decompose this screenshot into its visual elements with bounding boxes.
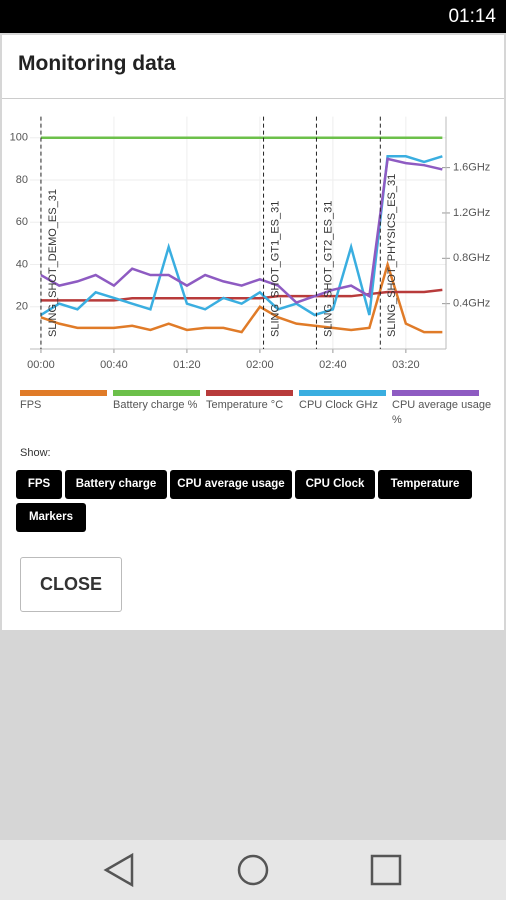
toggle-button[interactable]: Temperature bbox=[378, 470, 472, 499]
status-bar: 01:14 bbox=[0, 0, 506, 33]
toggle-button[interactable]: FPS bbox=[16, 470, 62, 499]
show-label: Show: bbox=[20, 447, 51, 459]
clock: 01:14 bbox=[448, 6, 496, 27]
marker-label: SLING_SHOT_PHYSICS_ES_31 bbox=[386, 174, 398, 337]
legend-label: Temperature °C bbox=[206, 399, 283, 411]
legend-swatch bbox=[113, 390, 200, 396]
home-icon[interactable] bbox=[237, 854, 269, 886]
legend-label: Battery charge % bbox=[113, 399, 198, 411]
legend-label: FPS bbox=[20, 399, 41, 411]
series-line bbox=[40, 157, 443, 304]
x-tick-label: 00:00 bbox=[27, 359, 55, 371]
y-tick-label: 80 bbox=[16, 174, 28, 186]
nav-icons bbox=[103, 852, 402, 888]
toggle-button[interactable]: CPU Clock bbox=[295, 470, 375, 499]
legend-swatch bbox=[206, 390, 293, 396]
legend-label: CPU Clock GHz bbox=[299, 399, 378, 411]
dialog-title: Monitoring data bbox=[18, 52, 176, 75]
marker-label: SLING_SHOT_GT1_ES_31 bbox=[269, 201, 281, 337]
close-button[interactable]: CLOSE bbox=[20, 557, 122, 612]
legend-swatch bbox=[392, 390, 479, 396]
legend-label-line: CPU average usage bbox=[392, 399, 491, 411]
x-tick-label: 02:40 bbox=[319, 359, 347, 371]
dialog bbox=[2, 35, 504, 630]
toggle-button[interactable]: CPU average usage bbox=[170, 470, 292, 499]
x-tick-label: 00:40 bbox=[100, 359, 128, 371]
y2-tick-label: 0.4GHz bbox=[453, 298, 490, 310]
chart: 20 40 60 80 100 0.4GHz 0.8GHz 1.2GHz 1.6GHz 00:00… bbox=[10, 116, 491, 426]
y2-tick-label: 1.6GHz bbox=[453, 162, 490, 174]
y2-tick-label: 1.2GHz bbox=[453, 207, 490, 219]
marker-label: SLING_SHOT_GT2_ES_31 bbox=[322, 201, 334, 337]
y-tick-label: 40 bbox=[16, 258, 28, 270]
legend-swatch bbox=[299, 390, 386, 396]
y-tick-label: 100 bbox=[10, 132, 28, 144]
series-line bbox=[40, 288, 443, 302]
nav-bar bbox=[0, 840, 506, 900]
y-tick-label: 60 bbox=[16, 216, 28, 228]
legend-label-line: % bbox=[392, 414, 402, 426]
legend-label: CPU average usage% bbox=[392, 399, 491, 426]
toggle-button[interactable]: Markers bbox=[16, 503, 86, 532]
marker-label: SLING_SHOT_DEMO_ES_31 bbox=[47, 189, 59, 337]
separator bbox=[2, 98, 504, 99]
x-tick-label: 03:20 bbox=[392, 359, 420, 371]
series-line bbox=[40, 155, 443, 317]
series-line bbox=[40, 260, 443, 334]
recents-icon[interactable] bbox=[370, 854, 402, 886]
y-tick-label: 20 bbox=[16, 301, 28, 313]
toggle-button[interactable]: Battery charge bbox=[65, 470, 167, 499]
y2-tick-label: 0.8GHz bbox=[453, 252, 490, 264]
legend-swatch bbox=[20, 390, 107, 396]
back-icon[interactable] bbox=[103, 852, 134, 888]
x-tick-label: 02:00 bbox=[246, 359, 274, 371]
x-tick-label: 01:20 bbox=[173, 359, 201, 371]
